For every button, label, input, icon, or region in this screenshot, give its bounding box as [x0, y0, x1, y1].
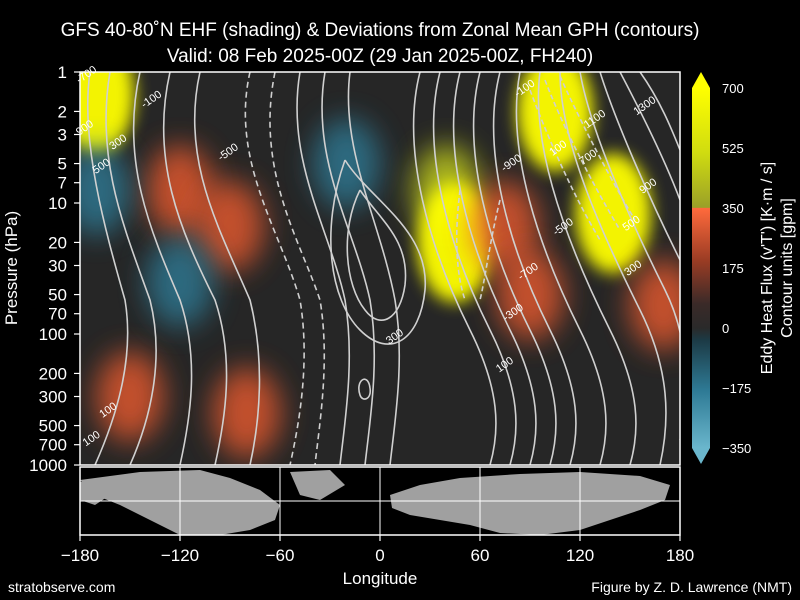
y-tick-label: 3	[58, 126, 67, 145]
y-tick-label: 300	[39, 388, 67, 407]
y-tick-label: 2	[58, 102, 67, 121]
x-axis-ticks: −180 −120 −60 0 60 120 180	[61, 535, 694, 565]
colorbar-tick-label: −350	[722, 441, 751, 456]
x-tick-label: −120	[161, 546, 199, 565]
colorbar-bottom-arrow	[692, 448, 710, 464]
chart-subtitle: Valid: 08 Feb 2025-00Z (29 Jan 2025-00Z,…	[166, 46, 594, 67]
ehf-region	[212, 367, 281, 458]
x-tick-label: 120	[566, 546, 594, 565]
y-tick-label: 1	[58, 63, 67, 82]
y-tick-label: 100	[39, 325, 67, 344]
map-greenland	[290, 470, 345, 500]
chart-title: GFS 40-80˚N EHF (shading) & Deviations f…	[60, 20, 700, 41]
colorbar-ticks: 700 525 350 175 0 −175 −350	[722, 81, 751, 456]
ehf-region	[146, 145, 214, 236]
ehf-region	[146, 236, 214, 327]
x-tick-label: −180	[61, 546, 99, 565]
y-tick-label: 500	[39, 417, 67, 436]
y-tick-label: 50	[48, 286, 67, 305]
y-tick-label: 30	[48, 257, 67, 276]
colorbar-tick-label: −175	[722, 381, 751, 396]
y-tick-label: 10	[48, 194, 67, 213]
colorbar-tick-label: 350	[722, 201, 744, 216]
x-axis-label: Longitude	[343, 569, 418, 588]
colorbar-label: Eddy Heat Flux (v'T') [K·m / s]	[759, 162, 776, 374]
x-tick-label: 180	[666, 546, 694, 565]
colorbar-body	[692, 88, 710, 448]
colorbar-tick-label: 525	[722, 141, 744, 156]
colorbar: 700 525 350 175 0 −175 −350 Eddy Heat Flux (v'…	[692, 72, 796, 464]
colorbar-tick-label: 0	[722, 321, 729, 336]
ehf-region	[471, 181, 539, 272]
y-tick-label: 7	[58, 174, 67, 193]
x-tick-label: −60	[266, 546, 295, 565]
x-tick-label: 60	[471, 546, 490, 565]
ehf-region	[629, 259, 680, 350]
plot-frame	[79, 71, 681, 466]
colorbar-tick-label: 700	[722, 81, 744, 96]
map-eurasia	[390, 472, 670, 535]
x-tick-label: 0	[375, 546, 384, 565]
y-axis-label: Pressure (hPa)	[2, 211, 21, 325]
y-tick-label: 20	[48, 233, 67, 252]
ehf-region	[80, 72, 135, 156]
colorbar-label-contours: Contour units [gpm]	[779, 198, 796, 338]
map-vertical-grid	[179, 467, 581, 535]
ehf-region	[196, 181, 264, 272]
author-credit: Figure by Z. D. Lawrence (NMT)	[591, 579, 792, 595]
map-alaska	[80, 480, 110, 505]
colorbar-tick-label: 175	[722, 261, 744, 276]
colorbar-top-arrow	[692, 72, 710, 88]
ehf-region	[496, 249, 564, 340]
y-tick-label: 1000	[29, 456, 67, 475]
y-tick-label: 5	[58, 155, 67, 174]
source-credit: stratobserve.com	[8, 579, 116, 595]
y-tick-label: 70	[48, 305, 67, 324]
gph-contours	[87, 72, 680, 465]
ehf-region	[96, 351, 164, 442]
y-tick-label: 200	[39, 364, 67, 383]
y-tick-label: 700	[39, 436, 67, 455]
